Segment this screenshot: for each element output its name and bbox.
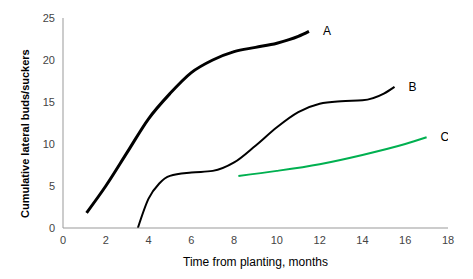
svg-text:0: 0 xyxy=(60,234,66,246)
svg-text:B: B xyxy=(409,80,417,94)
svg-text:16: 16 xyxy=(399,234,411,246)
svg-text:A: A xyxy=(323,24,331,38)
svg-text:2: 2 xyxy=(103,234,109,246)
svg-text:12: 12 xyxy=(314,234,326,246)
svg-text:8: 8 xyxy=(231,234,237,246)
svg-text:25: 25 xyxy=(43,12,55,24)
svg-text:18: 18 xyxy=(442,234,454,246)
svg-text:10: 10 xyxy=(43,138,55,150)
svg-text:20: 20 xyxy=(43,54,55,66)
svg-text:10: 10 xyxy=(271,234,283,246)
svg-text:5: 5 xyxy=(49,180,55,192)
svg-text:0: 0 xyxy=(49,222,55,234)
svg-text:Cumulative lateral buds/sucker: Cumulative lateral buds/suckers xyxy=(19,49,31,218)
svg-text:Time from planting, months: Time from planting, months xyxy=(183,255,328,269)
svg-text:C: C xyxy=(441,130,448,144)
svg-text:15: 15 xyxy=(43,96,55,108)
svg-text:14: 14 xyxy=(356,234,368,246)
svg-text:6: 6 xyxy=(188,234,194,246)
svg-text:4: 4 xyxy=(145,234,151,246)
